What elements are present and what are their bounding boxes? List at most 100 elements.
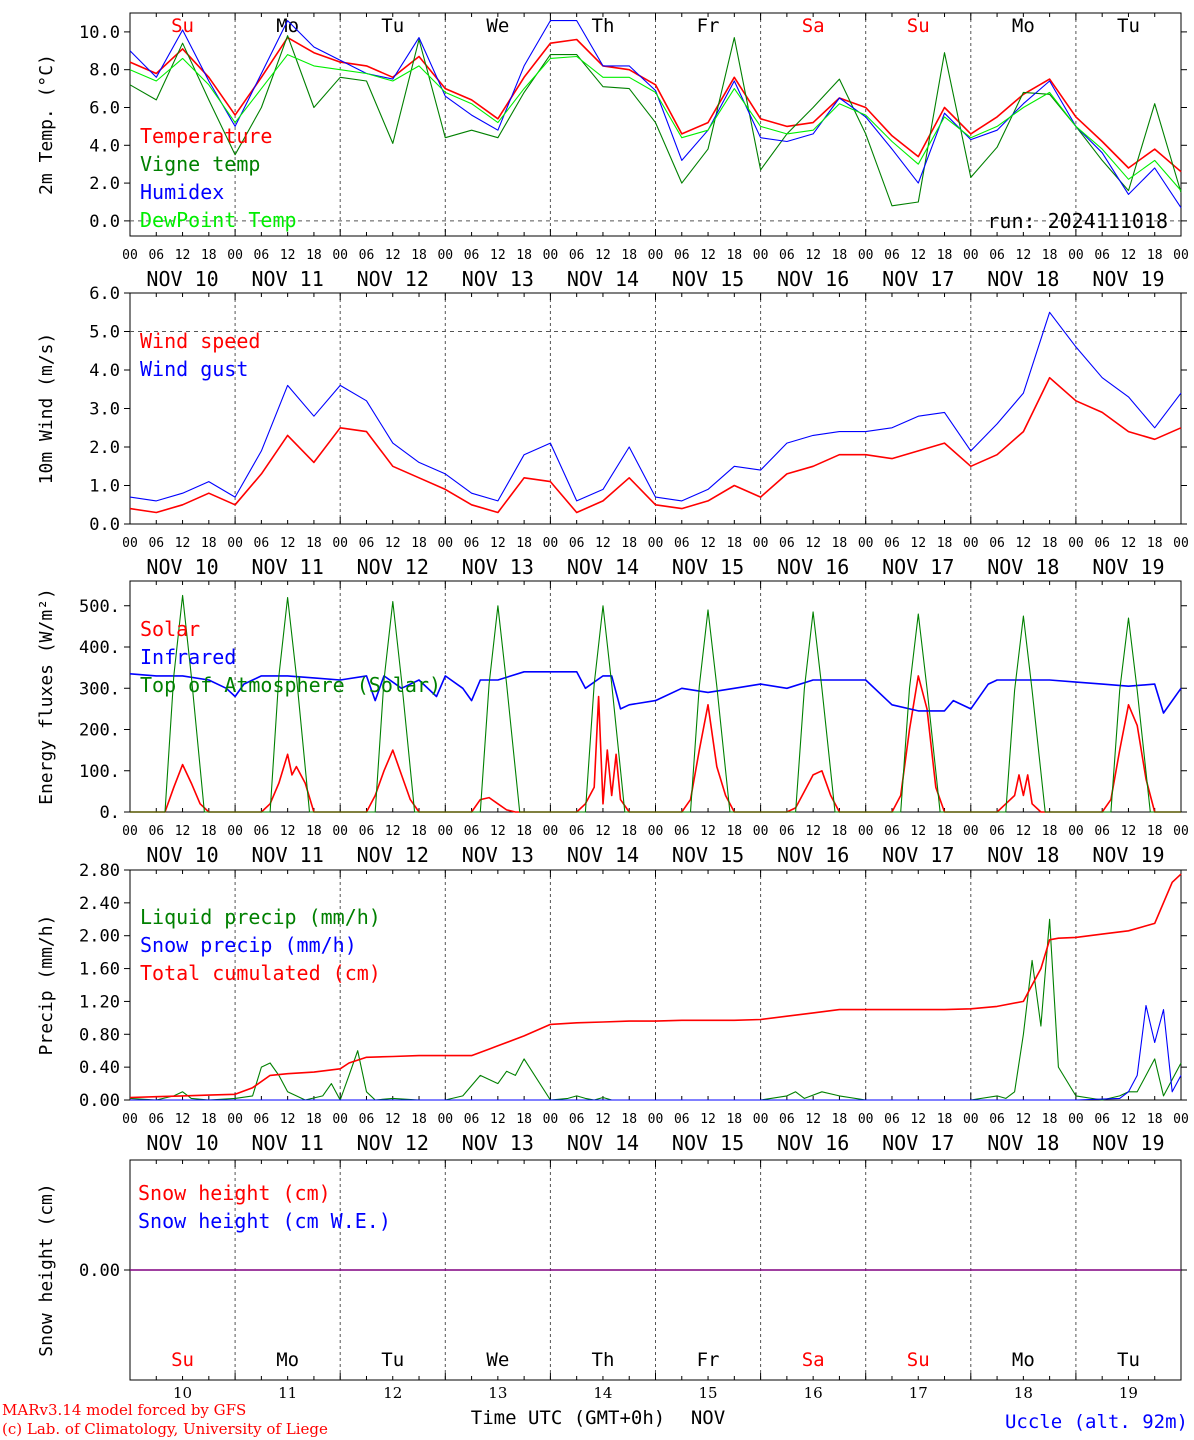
x-date-label: NOV 15 <box>672 555 744 579</box>
y-axis-title: Snow height (cm) <box>36 1183 57 1356</box>
x-date-label: NOV 14 <box>567 267 639 291</box>
x-hour-label: 18 <box>937 824 953 839</box>
x-hour-label: 18 <box>726 248 742 263</box>
x-hour-label: 12 <box>280 1112 296 1127</box>
y-tick-label: 4.0 <box>89 136 120 156</box>
x-hour-label: 00 <box>227 824 243 839</box>
x-hour-label: 06 <box>779 248 795 263</box>
x-hour-label: 06 <box>1094 248 1110 263</box>
x-hour-label: 06 <box>464 824 480 839</box>
x-hour-label: 00 <box>858 536 874 551</box>
x-hour-label: 18 <box>411 536 427 551</box>
x-hour-label: 18 <box>411 248 427 263</box>
x-hour-label: 00 <box>332 1112 348 1127</box>
x-hour-label: 06 <box>989 824 1005 839</box>
y-tick-label: 0. <box>100 803 120 823</box>
x-hour-label: 06 <box>989 536 1005 551</box>
weekday-label: Mo <box>276 1349 299 1371</box>
x-hour-label: 18 <box>1042 248 1058 263</box>
x-hour-label: 06 <box>779 1112 795 1127</box>
x-hour-label: 06 <box>148 824 164 839</box>
y-tick-label: 200. <box>79 721 120 741</box>
y-axis-title: Energy fluxes (W/m²) <box>36 588 57 805</box>
y-tick-label: 0.00 <box>79 1091 120 1111</box>
x-hour-label: 00 <box>122 1112 138 1127</box>
weekday-label: Su <box>907 1349 930 1371</box>
x-hour-label: 00 <box>753 248 769 263</box>
x-hour-label: 18 <box>621 824 637 839</box>
x-hour-label: 18 <box>306 536 322 551</box>
x-hour-label: 18 <box>306 248 322 263</box>
x-date-label: NOV 18 <box>987 843 1059 867</box>
x-hour-label: 06 <box>359 1112 375 1127</box>
x-hour-label: 12 <box>1121 536 1137 551</box>
weekday-label: Mo <box>276 15 299 37</box>
x-hour-label: 12 <box>910 248 926 263</box>
weekday-label: Fr <box>697 15 720 37</box>
x-hour-label: 00 <box>963 1112 979 1127</box>
x-date-label: NOV 16 <box>777 555 849 579</box>
x-hour-label: 00 <box>227 1112 243 1127</box>
x-date-label: NOV 19 <box>1092 555 1164 579</box>
day-number-label: 13 <box>488 1384 507 1402</box>
legend-entry: Snow height (cm W.E.) <box>138 1209 391 1233</box>
x-hour-label: 06 <box>359 536 375 551</box>
x-hour-label: 00 <box>753 824 769 839</box>
x-hour-label: 18 <box>306 824 322 839</box>
x-hour-label: 18 <box>1147 824 1163 839</box>
y-tick-label: 1.60 <box>79 960 120 980</box>
x-hour-label: 12 <box>385 536 401 551</box>
x-hour-label: 06 <box>674 1112 690 1127</box>
x-axis-month: NOV <box>691 1407 725 1429</box>
weekday-label: Tu <box>381 1349 404 1371</box>
weekday-label: Su <box>907 15 930 37</box>
x-hour-label: 00 <box>122 536 138 551</box>
y-tick-label: 400. <box>79 638 120 658</box>
x-hour-label: 12 <box>280 824 296 839</box>
x-date-label: NOV 10 <box>146 843 218 867</box>
legend-entry: DewPoint Temp <box>140 208 297 232</box>
x-hour-label: 06 <box>254 1112 270 1127</box>
x-hour-label: 00 <box>122 824 138 839</box>
x-hour-label: 06 <box>254 824 270 839</box>
credit-line-2: (c) Lab. of Climatology, University of L… <box>2 1420 328 1438</box>
x-hour-label: 06 <box>464 248 480 263</box>
x-hour-label: 12 <box>910 824 926 839</box>
weekday-label: Su <box>171 1349 194 1371</box>
x-hour-label: 12 <box>595 248 611 263</box>
x-hour-label: 00 <box>543 248 559 263</box>
x-date-label: NOV 16 <box>777 1131 849 1155</box>
legend-entry: Solar <box>140 617 200 641</box>
x-hour-label: 12 <box>1016 824 1032 839</box>
x-hour-label: 18 <box>726 824 742 839</box>
x-hour-label: 00 <box>648 1112 664 1127</box>
x-hour-label: 12 <box>175 824 191 839</box>
x-hour-label: 12 <box>490 248 506 263</box>
y-axis-title: 2m Temp. (°C) <box>36 54 57 195</box>
series-line-humidex <box>129 20 1182 209</box>
x-date-label: NOV 13 <box>462 555 534 579</box>
y-axis-title: Precip (mm/h) <box>36 915 57 1056</box>
weekday-label: Sa <box>802 15 825 37</box>
x-hour-label: 06 <box>148 536 164 551</box>
legend-entry: Top of Atmosphere (Solar) <box>140 673 441 697</box>
x-hour-label: 18 <box>1147 248 1163 263</box>
x-hour-label: 18 <box>832 1112 848 1127</box>
x-axis-title: Time UTC (GMT+0h) <box>471 1407 665 1429</box>
x-hour-label: 18 <box>937 248 953 263</box>
x-hour-label: 00 <box>858 1112 874 1127</box>
x-hour-label: 06 <box>884 824 900 839</box>
y-tick-label: 5.0 <box>89 323 120 343</box>
x-hour-label: 00 <box>437 248 453 263</box>
y-tick-label: 2.80 <box>79 861 120 881</box>
x-hour-label: 18 <box>516 824 532 839</box>
x-hour-label: 18 <box>832 248 848 263</box>
x-hour-label: 12 <box>910 536 926 551</box>
x-hour-label: 12 <box>595 536 611 551</box>
x-hour-label: 06 <box>464 1112 480 1127</box>
x-hour-label: 18 <box>516 536 532 551</box>
series-line-infrared <box>129 670 1182 714</box>
x-hour-label: 00 <box>1173 536 1189 551</box>
x-hour-label: 06 <box>254 248 270 263</box>
